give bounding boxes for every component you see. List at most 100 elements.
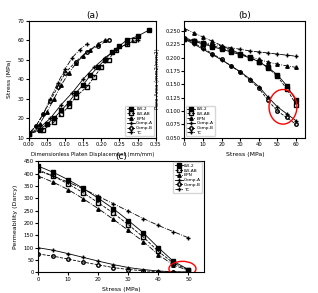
- Comp-B: [74, 60, 78, 63]
- BPN: [74, 62, 78, 65]
- LW-AB: [100, 66, 103, 69]
- Comp-B: [211, 52, 214, 55]
- LW-2: [110, 50, 114, 54]
- Comp-A: [59, 103, 63, 106]
- TC: [49, 97, 52, 100]
- TC: [183, 36, 186, 40]
- BPN: [294, 66, 298, 69]
- LW-2: [257, 60, 261, 63]
- LW-2: [285, 84, 289, 87]
- Comp-B: [294, 123, 298, 126]
- Comp-B: [238, 70, 242, 74]
- LW-2: [45, 122, 49, 126]
- Comp-A: [51, 248, 55, 252]
- Comp-A: [238, 70, 242, 74]
- LW-2: [36, 164, 40, 168]
- Comp-B: [56, 85, 59, 89]
- Comp-A: [127, 266, 130, 269]
- BPN: [285, 64, 289, 68]
- Comp-B: [49, 99, 52, 102]
- Comp-B: [275, 109, 279, 113]
- LW-2: [96, 197, 100, 200]
- Line: TC: TC: [183, 36, 298, 58]
- LW-2: [171, 260, 175, 263]
- Comp-B: [257, 86, 261, 90]
- Line: BPN: BPN: [183, 27, 298, 69]
- LW-2: [201, 42, 205, 46]
- Line: LW-2: LW-2: [27, 28, 150, 136]
- TC: [156, 224, 160, 227]
- BPN: [187, 269, 190, 272]
- Comp-B: [107, 38, 110, 42]
- Legend: LW-2, LW-AB, BPN, Comp-A, Comp-B, TC: LW-2, LW-AB, BPN, Comp-A, Comp-B, TC: [186, 106, 215, 136]
- LW-2: [192, 40, 196, 43]
- LW-AB: [187, 268, 190, 272]
- LW-AB: [27, 132, 31, 136]
- BPN: [96, 42, 100, 46]
- TC: [238, 47, 242, 51]
- LW-2: [118, 44, 121, 48]
- TC: [85, 42, 89, 46]
- LW-AB: [125, 42, 129, 46]
- BPN: [81, 54, 85, 57]
- LW-AB: [266, 66, 270, 70]
- LW-AB: [107, 58, 110, 61]
- LW-AB: [142, 235, 145, 239]
- BPN: [127, 229, 130, 232]
- Comp-B: [285, 116, 289, 119]
- Comp-A: [38, 126, 41, 130]
- BPN: [51, 180, 55, 184]
- Line: LW-2: LW-2: [37, 164, 190, 271]
- Comp-A: [156, 269, 160, 273]
- LW-AB: [294, 103, 298, 106]
- TC: [70, 56, 74, 59]
- Line: Comp-B: Comp-B: [27, 38, 110, 136]
- Comp-A: [81, 77, 85, 81]
- BPN: [257, 58, 261, 61]
- BPN: [96, 207, 100, 210]
- Comp-B: [183, 36, 186, 40]
- LW-2: [88, 74, 92, 77]
- LW-2: [183, 38, 186, 41]
- LW-AB: [52, 120, 56, 124]
- LW-2: [136, 34, 140, 38]
- Comp-B: [34, 124, 38, 128]
- X-axis label: Dimensionless Platen Displacement (mm/mm): Dimensionless Platen Displacement (mm/mm…: [31, 152, 154, 157]
- Comp-A: [111, 263, 115, 266]
- TC: [36, 169, 40, 173]
- BPN: [183, 27, 186, 30]
- LW-AB: [114, 48, 118, 52]
- BPN: [248, 55, 252, 59]
- Comp-B: [27, 132, 31, 136]
- LW-2: [66, 178, 70, 181]
- BPN: [238, 52, 242, 55]
- TC: [257, 50, 261, 54]
- BPN: [142, 240, 145, 243]
- Line: LW-AB: LW-AB: [183, 37, 298, 106]
- Line: BPN: BPN: [37, 174, 190, 272]
- Title: (a): (a): [86, 11, 99, 21]
- Comp-B: [63, 71, 67, 75]
- LW-AB: [51, 174, 55, 178]
- LW-2: [220, 47, 224, 51]
- LW-AB: [41, 128, 45, 132]
- Comp-B: [201, 47, 205, 50]
- Legend: LW-2, LW-AB, BPN, Comp-A, Comp-B, TC: LW-2, LW-AB, BPN, Comp-A, Comp-B, TC: [126, 106, 155, 136]
- Comp-A: [114, 48, 118, 52]
- TC: [266, 51, 270, 55]
- LW-AB: [257, 60, 261, 63]
- Comp-B: [127, 268, 130, 271]
- Comp-A: [92, 66, 96, 69]
- BPN: [103, 38, 107, 42]
- TC: [294, 54, 298, 58]
- LW-AB: [74, 95, 78, 98]
- LW-2: [103, 58, 107, 61]
- Line: TC: TC: [37, 169, 190, 240]
- Comp-B: [96, 44, 100, 48]
- TC: [41, 113, 45, 116]
- LW-2: [156, 246, 160, 250]
- Comp-A: [211, 53, 214, 56]
- LW-AB: [171, 261, 175, 265]
- Comp-A: [183, 38, 186, 41]
- LW-2: [81, 187, 85, 190]
